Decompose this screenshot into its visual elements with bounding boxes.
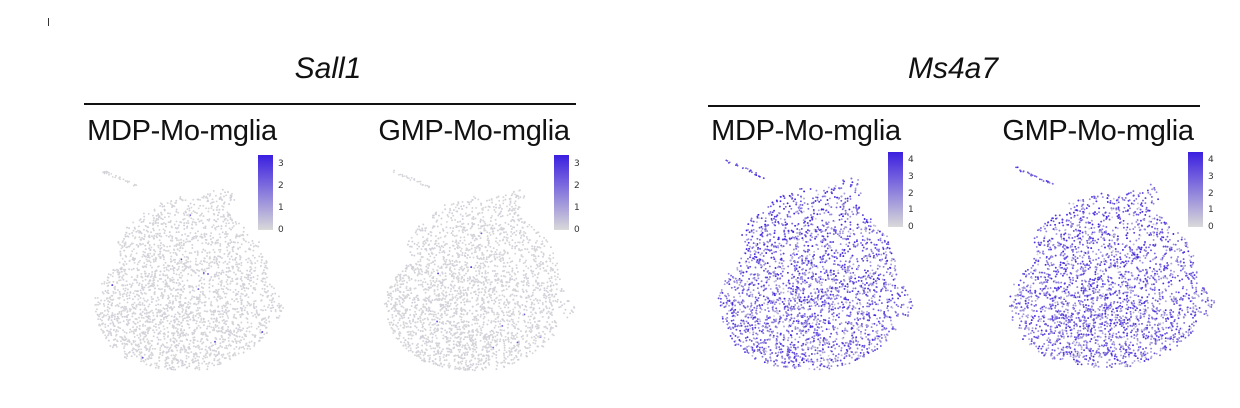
color-scale-tick-label: 3 (278, 158, 284, 169)
gene-underline-sall1 (84, 103, 576, 105)
umap-detached-cells (392, 169, 431, 189)
color-scale-tick-label: 3 (574, 158, 580, 169)
color-scale-tick-label: 0 (908, 222, 914, 232)
umap-cell-points (94, 188, 285, 371)
color-scale-tick-label: 2 (908, 188, 914, 199)
color-scale-tick-label: 2 (278, 180, 284, 191)
umap-detached-cells (1015, 166, 1054, 185)
umap-cell-points (383, 189, 576, 372)
color-scale-tick-label: 3 (908, 172, 914, 182)
panel-title-sall1-gmp: GMP-Mo-mglia (378, 115, 570, 147)
color-scale-tick-label: 2 (1208, 188, 1214, 199)
panel-title-sall1-mdp: MDP-Mo-mglia (87, 115, 277, 147)
corner-tick-mark (48, 18, 49, 26)
panel-title-ms4a7-mdp: MDP-Mo-mglia (711, 115, 901, 147)
color-scale-tick-label: 0 (278, 225, 284, 235)
color-scale-bar (1188, 152, 1203, 227)
umap-detached-cells (725, 159, 765, 180)
color-scale-tick-label: 3 (1208, 172, 1214, 182)
color-scale-tick-label: 0 (574, 225, 580, 235)
color-scale-tick-label: 1 (1208, 205, 1214, 216)
color-legend-ms4a7-gmp: 0 1 2 3 4 (1188, 152, 1224, 232)
umap-plot-sall1-gmp (383, 169, 576, 372)
umap-cell-points (717, 177, 914, 371)
color-scale-bar (888, 152, 903, 227)
gene-title-ms4a7: Ms4a7 (907, 52, 999, 85)
gene-title-sall1: Sall1 (294, 52, 362, 85)
color-scale-tick-label: 4 (908, 155, 914, 166)
color-scale-bar (554, 155, 569, 230)
umap-plot-ms4a7-mdp (717, 159, 914, 371)
panel-title-ms4a7-gmp: GMP-Mo-mglia (1002, 115, 1194, 147)
color-scale-tick-label: 2 (574, 180, 580, 191)
umap-plot-ms4a7-gmp (1008, 166, 1216, 369)
color-scale-bar (258, 155, 273, 230)
color-legend-sall1-mdp: 0 1 2 3 (258, 155, 294, 235)
gene-underline-ms4a7 (708, 105, 1200, 107)
color-scale-tick-label: 1 (278, 202, 284, 213)
umap-cell-points (1008, 183, 1216, 369)
color-scale-tick-label: 1 (908, 205, 914, 216)
color-legend-ms4a7-mdp: 0 1 2 3 4 (888, 152, 924, 232)
color-scale-tick-label: 0 (1208, 222, 1214, 232)
umap-detached-cells (102, 170, 138, 187)
color-scale-tick-label: 1 (574, 202, 580, 213)
color-legend-sall1-gmp: 0 1 2 3 (554, 155, 590, 235)
color-scale-tick-label: 4 (1208, 155, 1214, 166)
umap-plot-sall1-mdp (94, 170, 285, 371)
